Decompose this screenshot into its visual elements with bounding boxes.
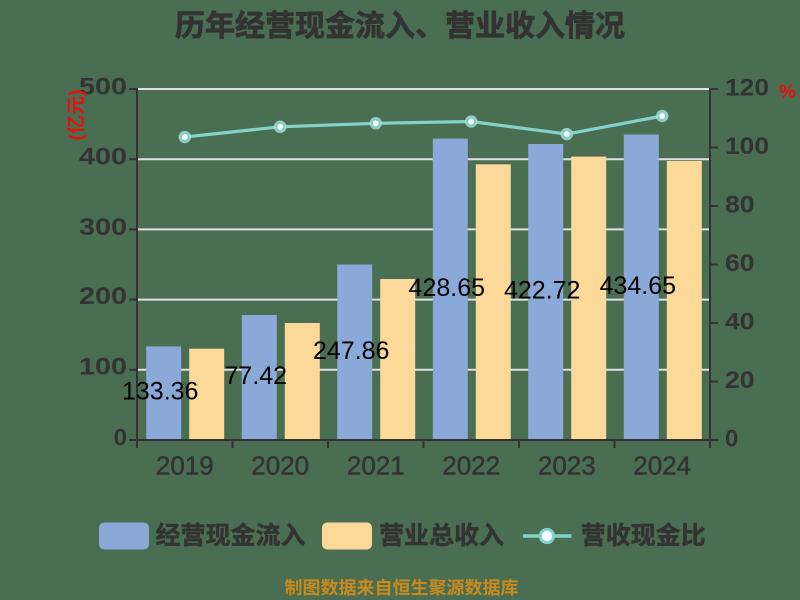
svg-text:2022: 2022 bbox=[442, 451, 500, 481]
svg-text:422.72: 422.72 bbox=[504, 277, 580, 305]
svg-text:2020: 2020 bbox=[251, 451, 309, 481]
svg-text:77.42: 77.42 bbox=[225, 362, 288, 390]
svg-text:20: 20 bbox=[725, 367, 755, 394]
svg-text:): ) bbox=[67, 89, 88, 95]
svg-text:434.65: 434.65 bbox=[600, 272, 676, 300]
svg-text:120: 120 bbox=[725, 75, 769, 102]
svg-text:0: 0 bbox=[114, 425, 127, 452]
svg-text:80: 80 bbox=[725, 192, 755, 219]
svg-text:428.65: 428.65 bbox=[409, 274, 485, 302]
svg-text:100: 100 bbox=[79, 353, 127, 380]
svg-text:300: 300 bbox=[79, 214, 127, 241]
svg-text:2023: 2023 bbox=[538, 451, 596, 481]
svg-text:133.36: 133.36 bbox=[122, 378, 198, 406]
svg-text:%: % bbox=[779, 82, 796, 103]
svg-text:60: 60 bbox=[725, 250, 755, 277]
svg-text:2019: 2019 bbox=[156, 451, 214, 481]
svg-text:(: ( bbox=[67, 134, 88, 141]
svg-text:2021: 2021 bbox=[347, 451, 405, 481]
svg-text:0: 0 bbox=[725, 426, 738, 453]
svg-text:200: 200 bbox=[79, 283, 127, 310]
svg-text:2024: 2024 bbox=[633, 451, 691, 481]
svg-text:40: 40 bbox=[725, 309, 755, 336]
svg-text:100: 100 bbox=[725, 133, 769, 160]
svg-text:500: 500 bbox=[79, 74, 127, 101]
svg-text:400: 400 bbox=[79, 144, 127, 171]
svg-text:247.86: 247.86 bbox=[313, 337, 389, 365]
